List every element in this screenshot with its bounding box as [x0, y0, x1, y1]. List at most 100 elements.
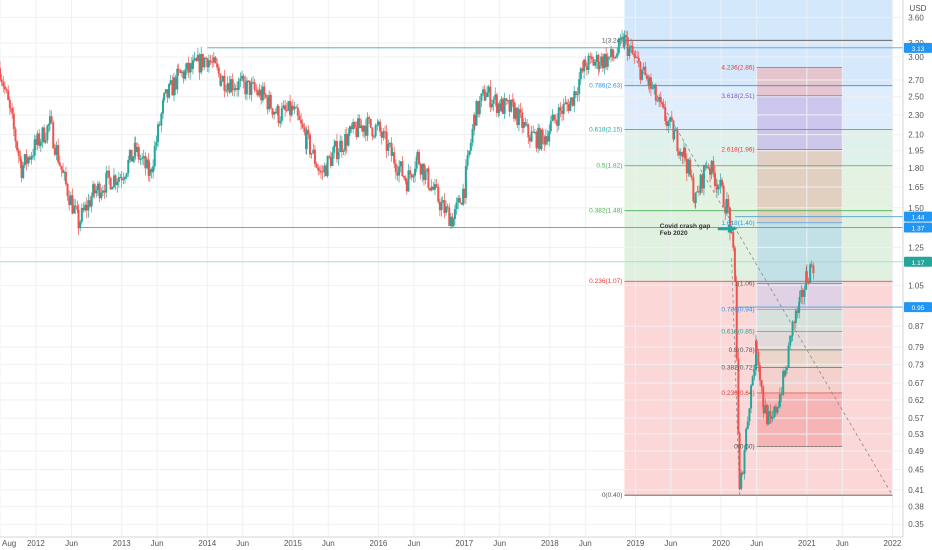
candle-body [710, 160, 713, 175]
candle-body [712, 160, 715, 173]
candle-body [567, 104, 570, 111]
candle-body [754, 340, 757, 370]
candle-body [798, 296, 801, 303]
candle-body [482, 89, 485, 94]
candle-body [148, 169, 151, 176]
fib-level-label: 0.382(1.48) [589, 208, 622, 215]
price-tick-label: 0.45 [908, 466, 924, 475]
price-tick-label: 0.41 [908, 486, 924, 495]
candle-body [17, 150, 20, 157]
candle-body [217, 67, 220, 74]
fib-extension-label: 1.618(1.40) [721, 220, 754, 227]
fib-extension-label: 0.786(0.94) [721, 306, 754, 313]
time-tick-label: 2017 [455, 539, 473, 548]
candle-body [793, 321, 796, 323]
candle-body [569, 101, 572, 111]
candle-body [190, 63, 193, 69]
candle-body [704, 165, 707, 168]
candle-body [3, 86, 6, 90]
candle-body [492, 99, 495, 104]
candle-body [219, 73, 222, 86]
candle-body [628, 47, 631, 56]
candle-body [487, 86, 490, 93]
candle-body [220, 81, 223, 86]
candle-body [160, 113, 163, 126]
candle-body [273, 111, 276, 115]
candle-body [376, 124, 379, 126]
candle-body [619, 38, 622, 40]
candle-body [403, 176, 406, 178]
time-tick-label: 2018 [541, 539, 559, 548]
candle-body [634, 56, 637, 58]
candle-body [702, 165, 705, 189]
time-tick-label: 2016 [370, 539, 388, 548]
candle-body [737, 358, 740, 433]
candle-body [171, 80, 174, 96]
candle-body [253, 82, 256, 90]
candle-body [125, 173, 128, 178]
candle-body [242, 75, 245, 82]
fib-extension-label: 3.618(2.51) [721, 93, 754, 100]
candle-body [9, 107, 12, 109]
candle-body [264, 94, 267, 98]
annotation-arrow-shaft [717, 227, 728, 231]
candle-body [296, 107, 299, 116]
time-axis[interactable]: Aug 2012 Jun 2013 Jun 2014 Jun 2015 Jun 2016 Jun 20… [0, 536, 932, 550]
candle-body [177, 68, 180, 71]
candle-body [352, 121, 355, 130]
candle-body [469, 142, 472, 151]
candle-body [382, 131, 385, 138]
candle-body [399, 161, 402, 167]
candle-body [592, 59, 595, 66]
candle-body [398, 166, 401, 176]
candle-body [377, 121, 380, 125]
candle-body [755, 340, 758, 352]
price-tick-label: 0.35 [908, 520, 924, 529]
candle-body [608, 56, 611, 58]
candle-body [393, 152, 396, 164]
candle-body [527, 124, 530, 138]
candle-body [614, 57, 617, 59]
candle-body [73, 205, 76, 214]
candle-body [180, 71, 183, 73]
annotation-arrow [727, 224, 738, 233]
candle-body [347, 133, 350, 146]
candle-body [226, 83, 229, 91]
fib-extension-label: 4.236(2.86) [721, 64, 754, 71]
candle-body [142, 156, 145, 158]
candle-body [8, 99, 11, 108]
candle-body [401, 161, 404, 177]
time-tick-label: 2013 [113, 539, 131, 548]
candle-body [22, 165, 25, 178]
candle-body [11, 108, 14, 114]
candle-body [196, 54, 199, 61]
candle-body [233, 89, 236, 91]
candle-body [562, 103, 565, 114]
fib-level-label: 0.786(2.63) [589, 83, 622, 90]
candle-body [168, 84, 171, 98]
candle-body [114, 175, 117, 186]
candle-body [394, 163, 397, 173]
candle-body [137, 146, 140, 160]
support-line-tag-label: 1.37 [912, 225, 925, 232]
candle-body [581, 68, 584, 72]
candle-body [333, 145, 336, 153]
candle-body [595, 55, 598, 62]
candle-body [440, 202, 443, 211]
candle-body [60, 165, 63, 170]
candle-body [146, 159, 149, 169]
candle-body [364, 125, 367, 136]
candle-body [521, 112, 524, 128]
candle-body [206, 58, 209, 68]
price-axis[interactable]: USD 3.603.203.002.702.502.302.101.951.80… [902, 0, 932, 537]
crash-gap-line-tag [904, 211, 932, 222]
candle-body [785, 368, 788, 371]
candle-body [344, 134, 347, 151]
candle-body [291, 105, 294, 110]
candle-body [446, 206, 449, 208]
grid [0, 0, 903, 537]
candle-body [63, 172, 66, 174]
fib-extension-label: 0(0.50) [734, 444, 755, 451]
candle-body [312, 149, 315, 154]
